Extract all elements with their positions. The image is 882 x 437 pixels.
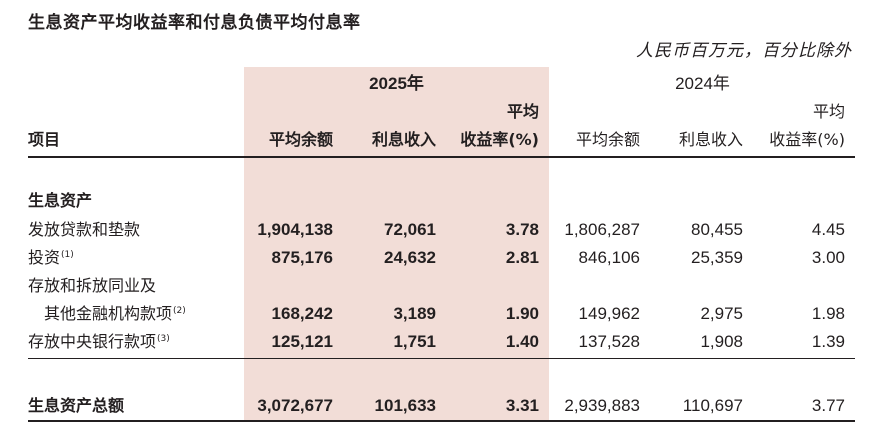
avg-yield-2024: 3.00 xyxy=(811,248,845,267)
table-row-label-line1: 存放和拆放同业及 xyxy=(0,274,882,298)
row-label: 存放和拆放同业及 xyxy=(28,276,157,295)
total-avg-yield-2024: 3.77 xyxy=(811,396,845,415)
interest-income-2024-header: 利息收入 xyxy=(678,130,743,149)
yield-2024-header-line2: 收益率(%) xyxy=(769,130,845,149)
total-avg-balance-2025: 3,072,677 xyxy=(257,396,333,415)
avg-balance-2025: 168,242 xyxy=(271,304,333,323)
subtotal-rule xyxy=(28,358,855,359)
avg-balance-2024: 846,106 xyxy=(578,248,640,267)
interest-income-2024: 25,359 xyxy=(691,248,743,267)
row-label-line2: 其他金融机构款项(2) xyxy=(44,302,186,326)
year-header-row: 2025年 2024年 xyxy=(0,72,882,96)
section-label: 生息资产 xyxy=(28,191,93,210)
footnote-marker: (1) xyxy=(61,250,74,260)
row-label: 存放中央银行款项(3) xyxy=(28,330,170,354)
row-label-text: 其他金融机构款项 xyxy=(44,304,173,323)
avg-balance-2025: 1,904,138 xyxy=(257,220,333,239)
interest-income-2024: 1,908 xyxy=(700,332,743,351)
interest-income-2025: 1,751 xyxy=(393,332,436,351)
yield-2025-header-line1: 平均 xyxy=(506,102,539,121)
table-row: 投资(1) 875,176 24,632 2.81 846,106 25,359… xyxy=(0,246,882,270)
row-label-text: 存放中央银行款项 xyxy=(28,332,157,351)
table-row: 其他金融机构款项(2) 168,242 3,189 1.90 149,962 2… xyxy=(0,302,882,326)
interest-income-2025-header: 利息收入 xyxy=(371,130,436,149)
avg-yield-2024: 1.98 xyxy=(811,304,845,323)
total-label: 生息资产总额 xyxy=(28,396,125,415)
avg-balance-2025: 125,121 xyxy=(271,332,333,351)
row-label: 发放贷款和垫款 xyxy=(28,220,141,239)
bottom-rule xyxy=(28,420,855,422)
total-avg-yield-2025: 3.31 xyxy=(505,396,539,415)
year-2025-highlight xyxy=(244,67,549,420)
avg-yield-2025: 1.90 xyxy=(505,304,539,323)
year-2024-header: 2024年 xyxy=(675,74,730,93)
year-2025-header: 2025年 xyxy=(369,74,424,93)
yield-header-row-1: 平均 平均 xyxy=(0,100,882,124)
section-row: 生息资产 xyxy=(0,189,882,213)
footnote-marker: (3) xyxy=(157,334,170,344)
avg-balance-2024: 149,962 xyxy=(578,304,640,323)
yield-2024-header-line1: 平均 xyxy=(812,102,845,121)
avg-yield-2025: 3.78 xyxy=(505,220,539,239)
interest-income-2024: 2,975 xyxy=(700,304,743,323)
avg-balance-2024-header: 平均余额 xyxy=(575,130,640,149)
footnote-marker: (2) xyxy=(173,306,186,316)
avg-yield-2024: 4.45 xyxy=(811,220,845,239)
table-row: 发放贷款和垫款 1,904,138 72,061 3.78 1,806,287 … xyxy=(0,218,882,242)
row-label-text: 投资 xyxy=(28,248,61,267)
table-row: 存放中央银行款项(3) 125,121 1,751 1.40 137,528 1… xyxy=(0,330,882,354)
interest-income-2024: 80,455 xyxy=(691,220,743,239)
avg-yield-2025: 1.40 xyxy=(505,332,539,351)
table-title: 生息资产平均收益率和付息负债平均付息率 xyxy=(28,13,361,33)
avg-yield-2025: 2.81 xyxy=(505,248,539,267)
total-row: 生息资产总额 3,072,677 101,633 3.31 2,939,883 … xyxy=(0,394,882,418)
avg-balance-2025-header: 平均余额 xyxy=(268,130,333,149)
interest-income-2025: 24,632 xyxy=(384,248,436,267)
unit-note: 人民币百万元，百分比除外 xyxy=(636,41,852,61)
column-header-row: 项目 平均余额 利息收入 收益率(%) 平均余额 利息收入 收益率(%) xyxy=(0,128,882,152)
total-interest-income-2024: 110,697 xyxy=(682,396,743,415)
interest-income-2025: 72,061 xyxy=(384,220,436,239)
total-interest-income-2025: 101,633 xyxy=(374,396,436,415)
header-rule xyxy=(28,156,855,158)
row-label: 投资(1) xyxy=(28,246,74,270)
avg-yield-2024: 1.39 xyxy=(811,332,845,351)
yield-2025-header-line2: 收益率(%) xyxy=(460,130,539,149)
interest-income-2025: 3,189 xyxy=(393,304,436,323)
item-header: 项目 xyxy=(28,130,61,149)
total-avg-balance-2024: 2,939,883 xyxy=(564,396,640,415)
avg-balance-2024: 1,806,287 xyxy=(564,220,640,239)
avg-balance-2025: 875,176 xyxy=(271,248,333,267)
avg-balance-2024: 137,528 xyxy=(578,332,640,351)
